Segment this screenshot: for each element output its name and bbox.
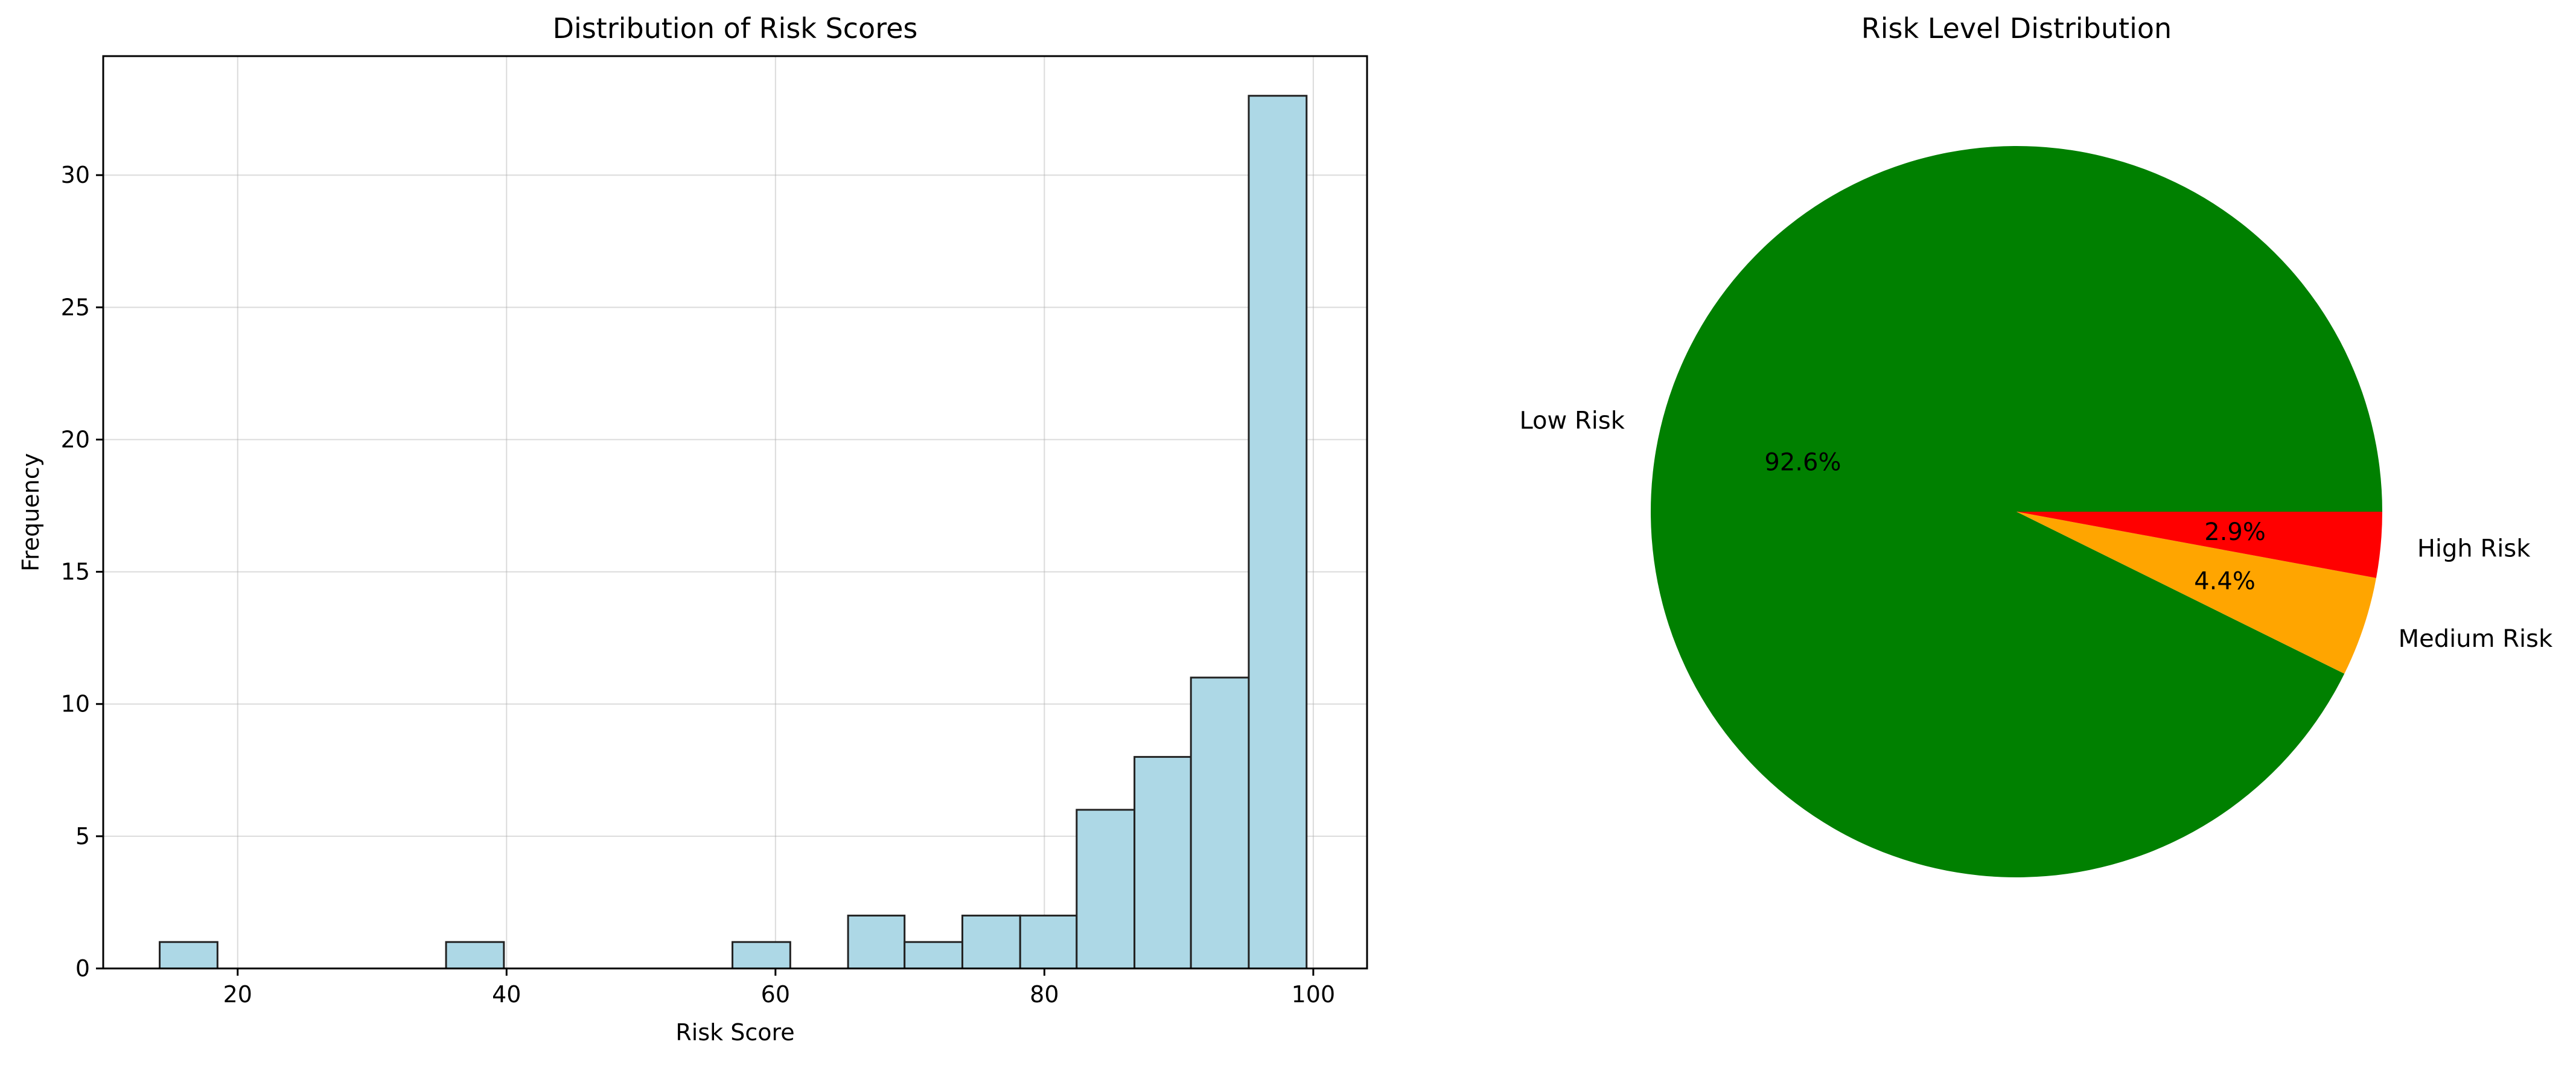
histogram-bar [1190, 676, 1250, 970]
histogram-bar [159, 941, 218, 970]
pie-slice-label: Low Risk [1519, 407, 1625, 434]
histogram-bar [1019, 914, 1078, 970]
histogram-x-ticks: 20 40 60 80 100 [223, 968, 1336, 1008]
histogram-bars [159, 95, 1308, 970]
histogram-bar [732, 941, 791, 970]
y-tick-label: 15 [61, 559, 90, 585]
pie-labels: Low Risk 92.6% Medium Risk 4.4% High Risk 2.9… [1519, 407, 2553, 653]
pie-slices [1651, 145, 2382, 878]
histogram-y-ticks: 0 5 10 15 20 25 30 [61, 162, 103, 982]
y-tick-label: 10 [61, 691, 90, 717]
histogram-chart: Distribution of Risk Scores 20 40 60 80 100 … [18, 12, 1368, 1046]
y-tick-label: 5 [75, 823, 90, 850]
histogram-bar [904, 941, 963, 970]
histogram-y-axis-label: Frequency [18, 453, 44, 571]
x-tick-label: 60 [761, 981, 790, 1008]
x-tick-label: 100 [1292, 981, 1336, 1008]
x-tick-label: 20 [223, 981, 252, 1008]
histogram-x-axis-label: Risk Score [675, 1019, 794, 1046]
pie-percent-label: 4.4% [2194, 568, 2256, 596]
x-tick-label: 40 [492, 981, 521, 1008]
histogram-bar [1248, 95, 1308, 970]
pie-slice-label: Medium Risk [2399, 625, 2553, 653]
y-tick-label: 0 [75, 955, 90, 982]
histogram-bar [1076, 809, 1136, 970]
y-tick-label: 30 [61, 162, 90, 188]
pie-percent-label: 92.6% [1764, 448, 1841, 476]
pie-percent-label: 2.9% [2204, 518, 2266, 546]
y-tick-label: 20 [61, 426, 90, 453]
pie-slice-label: High Risk [2417, 535, 2531, 563]
y-tick-label: 25 [61, 294, 90, 320]
pie-slice [2016, 512, 2376, 674]
histogram-title: Distribution of Risk Scores [553, 12, 918, 45]
x-tick-label: 80 [1030, 981, 1059, 1008]
pie-slice [2016, 512, 2382, 578]
pie-chart: Risk Level Distribution Low Risk 92.6% Med… [1519, 12, 2553, 878]
histogram-bar [961, 914, 1021, 970]
pie-title: Risk Level Distribution [1861, 12, 2172, 45]
histogram-bar [847, 914, 906, 970]
histogram-bar [1133, 755, 1192, 970]
histogram-bar [445, 941, 505, 970]
histogram-axes-frame [102, 55, 1368, 970]
